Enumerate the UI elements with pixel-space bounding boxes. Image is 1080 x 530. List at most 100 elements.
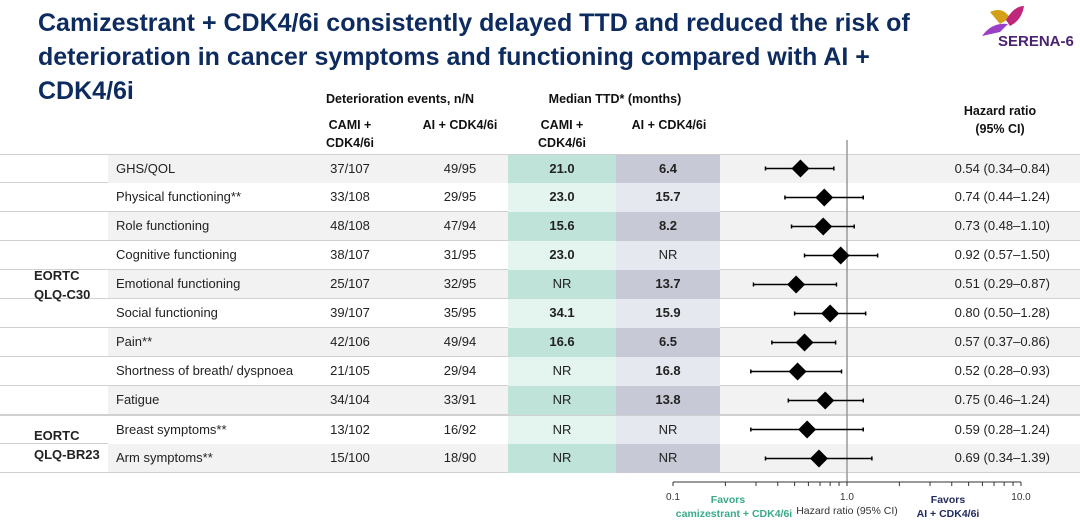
cami-median-bg xyxy=(508,241,616,270)
group-label-c30: EORTC QLQ-C30 xyxy=(34,268,91,302)
row-bg xyxy=(720,386,1080,414)
cami-median-bg xyxy=(508,357,616,386)
ai-median-bg xyxy=(616,416,720,445)
row-bg xyxy=(108,155,508,183)
row-bg xyxy=(720,183,1080,211)
row-label: Arm symptoms** xyxy=(116,450,213,465)
favors-right-label: Favors xyxy=(931,494,966,506)
cami-events: 39/107 xyxy=(330,305,370,320)
cami-median-bg xyxy=(508,328,616,357)
svg-text:SERENA-6: SERENA-6 xyxy=(998,33,1074,50)
table-row: Role functioning 48/108 47/94 15.6 8.2 0… xyxy=(0,212,1080,241)
cami-median: 23.0 xyxy=(549,189,575,204)
x-tick-label: 0.1 xyxy=(666,492,680,503)
cami-median-bg xyxy=(508,270,616,299)
events-ai-header: AI + CDK4/6i xyxy=(422,118,498,132)
row-bg xyxy=(720,212,1080,240)
hr-header: Hazard ratio (95% CI) xyxy=(963,104,1037,136)
row-bg xyxy=(108,328,508,356)
cami-median-bg xyxy=(508,444,616,473)
ai-median: 13.8 xyxy=(655,392,681,407)
row-bg xyxy=(108,212,508,240)
cami-median: 23.0 xyxy=(549,247,575,262)
table-row: Cognitive functioning 38/107 31/95 23.0 … xyxy=(0,241,1080,270)
cami-median: NR xyxy=(552,276,572,291)
ai-events: 33/91 xyxy=(443,392,477,407)
table-row: Arm symptoms** 15/100 18/90 NR NR 0.69 (… xyxy=(0,444,1080,473)
hr-value: 0.59 (0.28–1.24) xyxy=(954,422,1050,437)
hr-value: 0.57 (0.37–0.86) xyxy=(954,334,1050,349)
hr-value: 0.80 (0.50–1.28) xyxy=(954,305,1050,320)
serena-6-logo: SERENA-6 xyxy=(982,6,1074,50)
cami-median: 21.0 xyxy=(549,161,575,176)
row-bg xyxy=(720,299,1080,327)
table-row: Fatigue 34/104 33/91 NR 13.8 0.75 (0.46–… xyxy=(0,386,1080,415)
ai-events: 47/94 xyxy=(443,218,477,233)
cami-median: 15.6 xyxy=(549,218,575,233)
cami-median-bg xyxy=(508,183,616,212)
cami-events: 33/108 xyxy=(330,189,370,204)
row-label: Breast symptoms** xyxy=(116,422,227,437)
row-bg xyxy=(108,416,508,444)
hr-value: 0.52 (0.28–0.93) xyxy=(954,363,1050,378)
cami-median: NR xyxy=(552,392,572,407)
row-bg xyxy=(108,444,508,472)
favors-left-label: camizestrant + CDK4/6i xyxy=(676,508,793,520)
hr-value: 0.75 (0.46–1.24) xyxy=(954,392,1050,407)
ai-events: 18/90 xyxy=(443,450,477,465)
ai-median: 15.7 xyxy=(655,189,681,204)
hr-point xyxy=(815,188,834,207)
ai-events: 16/92 xyxy=(443,422,477,437)
table-row: Pain** 42/106 49/94 16.6 6.5 0.57 (0.37–… xyxy=(0,328,1080,357)
hr-value: 0.73 (0.48–1.10) xyxy=(954,218,1050,233)
hr-value: 0.74 (0.44–1.24) xyxy=(954,189,1050,204)
median-ai-header: AI + CDK4/6i xyxy=(631,118,707,132)
ai-median: NR xyxy=(658,422,678,437)
events-header: Deterioration events, n/N xyxy=(326,92,474,106)
row-label: Emotional functioning xyxy=(116,276,241,291)
favors-left-label: Favors xyxy=(711,494,746,506)
cami-median-bg xyxy=(508,386,616,415)
x-tick-label: 10.0 xyxy=(1011,492,1031,503)
cami-events: 42/106 xyxy=(330,334,370,349)
x-tick-label: 1.0 xyxy=(840,492,854,503)
row-bg xyxy=(108,357,508,385)
hr-point xyxy=(795,333,814,352)
row-label: GHS/QOL xyxy=(116,161,176,176)
cami-median: NR xyxy=(552,363,572,378)
ai-median: 6.4 xyxy=(658,161,678,176)
hr-value: 0.51 (0.29–0.87) xyxy=(954,276,1050,291)
row-bg xyxy=(720,241,1080,269)
cami-events: 25/107 xyxy=(330,276,370,291)
cami-events: 15/100 xyxy=(330,450,370,465)
row-label: Social functioning xyxy=(116,305,218,320)
cami-events: 38/107 xyxy=(330,247,370,262)
ai-median-bg xyxy=(616,444,720,473)
ai-median: 15.9 xyxy=(655,305,681,320)
cami-events: 34/104 xyxy=(330,392,370,407)
ai-median: 6.5 xyxy=(658,334,678,349)
row-label: Cognitive functioning xyxy=(116,247,237,262)
row-bg xyxy=(108,299,508,327)
cami-events: 37/107 xyxy=(330,161,370,176)
ai-median-bg xyxy=(616,155,720,184)
table-row: Social functioning 39/107 35/95 34.1 15.… xyxy=(0,299,1080,328)
cami-events: 21/105 xyxy=(330,363,370,378)
ai-median-bg xyxy=(616,212,720,241)
favors-right-label: AI + CDK4/6i xyxy=(917,508,980,520)
row-bg xyxy=(108,270,508,298)
ai-events: 31/95 xyxy=(443,247,477,262)
ai-median-bg xyxy=(616,328,720,357)
cami-median-bg xyxy=(508,299,616,328)
median-header: Median TTD* (months) xyxy=(548,92,682,106)
ai-events: 29/95 xyxy=(443,189,477,204)
cami-median-bg xyxy=(508,155,616,184)
hr-value: 0.69 (0.34–1.39) xyxy=(954,450,1050,465)
table-row: Emotional functioning 25/107 32/95 NR 13… xyxy=(0,270,1080,299)
hr-value: 0.92 (0.57–1.50) xyxy=(954,247,1050,262)
ai-median: NR xyxy=(658,247,678,262)
hr-point xyxy=(814,217,833,236)
cami-median-bg xyxy=(508,416,616,445)
hr-value: 0.54 (0.34–0.84) xyxy=(954,161,1050,176)
